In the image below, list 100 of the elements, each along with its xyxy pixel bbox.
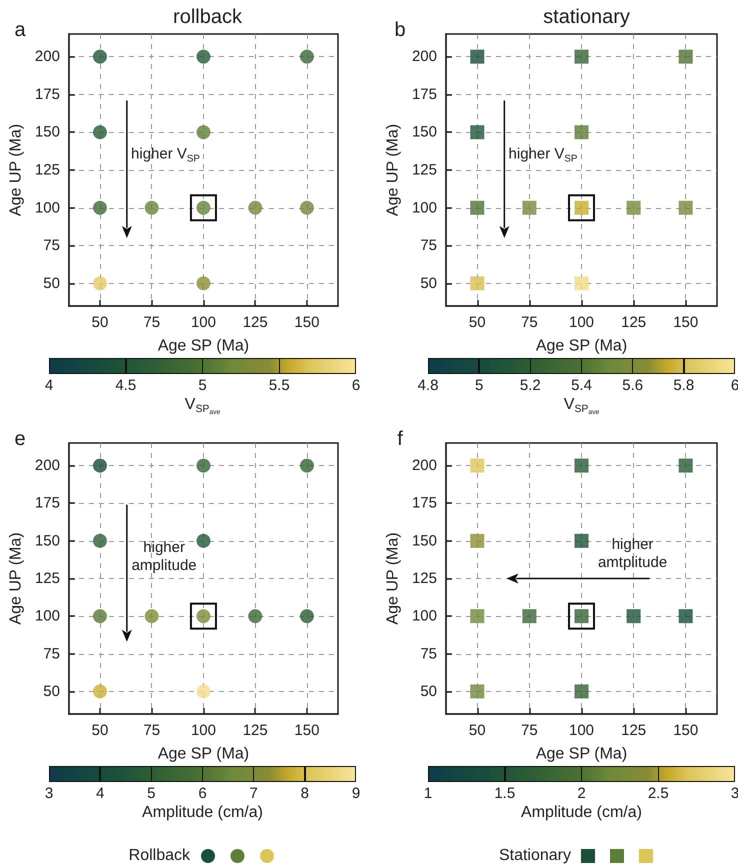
y-tick-label: 75 bbox=[43, 237, 60, 254]
point bbox=[522, 609, 536, 624]
y-tick-label: 125 bbox=[412, 162, 437, 178]
point bbox=[678, 609, 693, 624]
point bbox=[92, 50, 107, 64]
point bbox=[470, 125, 484, 140]
color-bar-label: 8 bbox=[300, 785, 309, 802]
chart-title: stationary bbox=[543, 6, 630, 28]
x-tick-label: 125 bbox=[621, 722, 646, 739]
text: a bbox=[14, 19, 26, 42]
y-tick-label: 150 bbox=[412, 532, 437, 550]
x-tick-label: 50 bbox=[92, 722, 108, 739]
x-tick-label: 50 bbox=[92, 314, 108, 331]
color-bar-label: 9 bbox=[352, 785, 360, 802]
text: f bbox=[397, 428, 403, 452]
y-tick-label: 100 bbox=[412, 608, 437, 625]
color-bar-label: 5 bbox=[474, 377, 484, 394]
point bbox=[196, 276, 210, 290]
point bbox=[92, 458, 107, 473]
point bbox=[92, 125, 107, 140]
point bbox=[574, 125, 588, 140]
x-tick-label: 75 bbox=[143, 722, 160, 739]
x-tick-label: 125 bbox=[242, 722, 268, 739]
y-tick-label: 150 bbox=[34, 124, 60, 141]
x-axis-title: Age SP (Ma) bbox=[158, 338, 250, 354]
y-tick-label: 200 bbox=[412, 48, 437, 66]
y-tick-label: 50 bbox=[420, 682, 437, 700]
color-bar-label: 5.2 bbox=[520, 377, 541, 394]
point bbox=[248, 200, 262, 215]
y-tick-label: 100 bbox=[34, 199, 60, 216]
y-tick-label: 150 bbox=[412, 124, 437, 141]
y-axis-title: Age UP (Ma) bbox=[384, 532, 402, 625]
color-bar-label: 4.8 bbox=[418, 377, 438, 394]
x-axis-title: Age SP (Ma) bbox=[536, 746, 628, 762]
y-tick-label: 200 bbox=[412, 457, 437, 474]
point bbox=[300, 50, 314, 64]
color-bar-title: Amplitude (cm/a) bbox=[521, 804, 642, 822]
x-axis-title: Age SP (Ma) bbox=[158, 746, 250, 762]
point bbox=[574, 50, 588, 64]
y-axis-title: Age UP (Ma) bbox=[8, 532, 24, 625]
point bbox=[144, 200, 159, 215]
y-tick-label: 200 bbox=[34, 457, 60, 474]
text: e bbox=[14, 428, 26, 452]
point bbox=[196, 458, 210, 473]
point bbox=[470, 609, 484, 624]
point bbox=[574, 276, 588, 290]
annotation: higher amplitude bbox=[130, 538, 198, 575]
color-bar-label: 1 bbox=[424, 785, 432, 802]
color-bar-label: 2 bbox=[577, 785, 586, 802]
y-tick-label: 75 bbox=[420, 645, 437, 662]
y-tick-label: 150 bbox=[34, 532, 60, 550]
y-tick-label: 50 bbox=[43, 682, 60, 700]
x-tick-label: 150 bbox=[673, 314, 698, 331]
color-bar-label: 5.6 bbox=[622, 377, 644, 394]
point bbox=[470, 276, 484, 290]
x-tick-label: 100 bbox=[190, 722, 216, 739]
color-bar-label: 2.5 bbox=[648, 785, 669, 802]
point bbox=[196, 534, 210, 548]
color-bar-label: 4.5 bbox=[115, 377, 136, 394]
y-tick-label: 175 bbox=[34, 494, 60, 512]
color-bar-label: 5.4 bbox=[571, 377, 592, 394]
x-tick-label: 100 bbox=[568, 314, 594, 331]
y-tick-label: 50 bbox=[43, 274, 60, 292]
point bbox=[470, 534, 484, 548]
x-tick-label: 125 bbox=[242, 314, 268, 331]
color-bar-label: 4 bbox=[96, 785, 104, 802]
point bbox=[92, 276, 107, 290]
text: Stationary bbox=[498, 847, 571, 865]
color-bar-label: 7 bbox=[249, 785, 258, 802]
point bbox=[678, 200, 693, 215]
color-bar-label: 3 bbox=[44, 785, 54, 802]
point bbox=[626, 200, 641, 215]
color-bar-title: Amplitude (cm/a) bbox=[142, 804, 263, 822]
x-tick-label: 75 bbox=[143, 314, 160, 331]
point bbox=[574, 458, 588, 473]
x-tick-label: 75 bbox=[521, 722, 538, 739]
y-tick-label: 75 bbox=[420, 237, 437, 254]
x-axis-title: Age SP (Ma) bbox=[536, 338, 628, 354]
point bbox=[196, 125, 210, 140]
color-bar-label: 5.5 bbox=[268, 377, 290, 394]
annotation: higher V$_{SP}$ bbox=[508, 146, 578, 165]
point bbox=[470, 458, 484, 473]
color-bar-label: 4 bbox=[44, 377, 54, 394]
x-tick-label: 50 bbox=[468, 722, 486, 739]
point bbox=[92, 684, 107, 698]
y-tick-label: 75 bbox=[43, 645, 60, 662]
y-axis-title: Age UP (Ma) bbox=[8, 124, 24, 216]
point bbox=[196, 684, 210, 698]
y-tick-label: 200 bbox=[34, 48, 60, 66]
point bbox=[144, 609, 159, 624]
y-tick-label: 100 bbox=[34, 608, 60, 625]
y-tick-label: 175 bbox=[34, 86, 60, 103]
color-bar-label: 5.8 bbox=[673, 377, 694, 394]
chart-title: rollback bbox=[173, 6, 243, 28]
point bbox=[678, 50, 693, 64]
point bbox=[678, 458, 693, 473]
annotation: higher V$_{SP}$ bbox=[131, 146, 200, 165]
point bbox=[92, 200, 107, 215]
y-tick-label: 125 bbox=[412, 570, 437, 587]
annotation: higher amtplitude bbox=[596, 536, 668, 572]
